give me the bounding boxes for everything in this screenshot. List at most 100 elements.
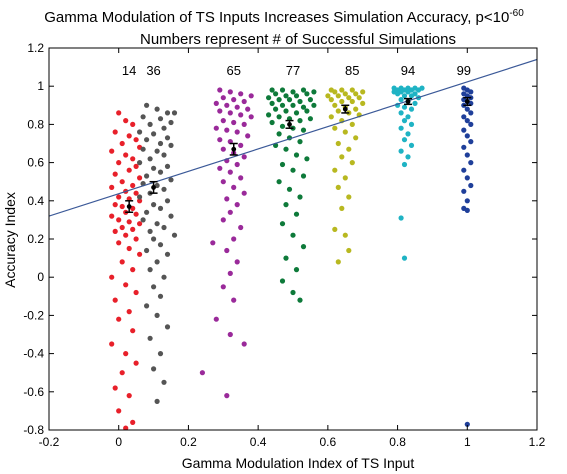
data-point-s3-46: [293, 211, 300, 217]
data-point-s3-4: [311, 89, 317, 95]
data-point-s4-1: [339, 87, 345, 93]
mean-marker-5: [405, 99, 411, 104]
x-tick-label-5: 0.8: [389, 435, 406, 449]
data-point-s0-38: [116, 240, 122, 246]
data-point-s2-18: [213, 125, 219, 131]
data-point-s1-50: [164, 324, 171, 330]
data-point-s5-22: [408, 106, 415, 112]
chart-title: Gamma Modulation of TS Inputs Increases …: [44, 8, 524, 26]
data-point-s0-3: [112, 129, 118, 135]
data-point-s3-1: [279, 87, 286, 93]
mean-marker-4: [342, 106, 348, 112]
data-point-s2-24: [238, 142, 244, 148]
data-point-s2-47: [213, 316, 219, 322]
data-point-s1-15: [154, 148, 160, 154]
data-point-s4-17: [353, 106, 359, 112]
data-point-s0-8: [109, 148, 115, 154]
data-point-s3-21: [293, 110, 300, 116]
data-point-s4-39: [346, 247, 352, 254]
data-point-s0-56: [116, 408, 122, 414]
data-point-s1-56: [171, 110, 178, 116]
data-point-s6-21: [461, 167, 467, 173]
data-point-s6-17: [468, 139, 474, 145]
data-point-s3-24: [276, 114, 282, 120]
data-point-s2-51: [224, 393, 230, 399]
count-label-1: 36: [146, 63, 160, 78]
data-point-s0-28: [133, 211, 139, 217]
data-point-s2-48: [227, 331, 233, 338]
data-point-s6-10: [464, 106, 470, 112]
data-point-s0-0: [116, 110, 122, 116]
data-point-s0-47: [126, 309, 132, 315]
data-point-s5-28: [405, 131, 411, 137]
data-point-s1-26: [161, 186, 167, 192]
data-point-s4-27: [335, 140, 341, 147]
data-point-s2-0: [217, 87, 223, 93]
data-point-s5-34: [398, 215, 404, 221]
data-point-s0-36: [123, 232, 129, 238]
data-point-s0-2: [130, 121, 136, 127]
y-tick-label-9: 1: [37, 79, 44, 93]
data-point-s3-40: [290, 167, 296, 173]
data-point-s3-27: [307, 116, 313, 122]
data-point-s1-43: [154, 259, 160, 265]
x-tick-label-7: 1.2: [529, 435, 546, 449]
data-point-s0-39: [126, 245, 132, 252]
data-point-s3-49: [300, 244, 307, 250]
data-point-s0-14: [112, 171, 118, 177]
y-tick-label-8: 0.8: [27, 117, 44, 131]
count-label-5: 94: [401, 63, 415, 78]
y-axis-label: Accuracy Index: [2, 192, 18, 288]
data-point-s1-0: [144, 102, 150, 108]
data-point-s0-35: [112, 228, 118, 234]
data-point-s0-17: [130, 182, 136, 189]
data-point-s3-37: [293, 152, 300, 158]
data-point-s5-25: [401, 118, 408, 124]
data-point-s0-45: [133, 289, 139, 296]
data-point-s0-46: [112, 297, 118, 303]
data-point-s0-43: [109, 274, 115, 280]
mean-marker-6: [464, 99, 470, 104]
data-point-s2-45: [220, 284, 226, 290]
data-point-s2-30: [217, 165, 223, 171]
data-point-s2-6: [241, 98, 247, 105]
data-point-s5-35: [401, 255, 408, 261]
data-point-s6-11: [468, 110, 474, 116]
y-tick-label-5: 0.2: [27, 232, 44, 246]
data-point-s4-8: [335, 93, 341, 99]
data-point-s4-28: [346, 146, 352, 152]
data-point-s1-28: [137, 194, 143, 200]
data-point-s4-30: [349, 160, 355, 166]
data-point-s6-18: [461, 144, 467, 150]
count-label-4: 85: [345, 63, 359, 78]
data-point-s4-4: [332, 89, 338, 95]
data-point-s0-42: [130, 267, 136, 273]
data-point-s1-42: [164, 251, 171, 257]
data-point-s0-16: [119, 179, 125, 185]
x-tick-label-4: 0.6: [320, 435, 337, 449]
data-point-s4-21: [328, 114, 334, 120]
data-point-s0-18: [109, 184, 115, 190]
data-point-s1-41: [144, 247, 150, 254]
data-point-s1-4: [157, 116, 164, 122]
data-point-s2-37: [234, 202, 240, 208]
data-point-s1-6: [147, 121, 153, 127]
data-point-s2-1: [227, 89, 233, 95]
data-point-s1-52: [157, 351, 164, 357]
y-tick-label-0: -0.8: [23, 423, 44, 437]
data-point-s2-13: [238, 112, 244, 118]
points-group: [109, 85, 474, 430]
data-point-s1-7: [161, 125, 167, 131]
data-point-s1-46: [151, 284, 157, 290]
data-point-s2-11: [217, 108, 223, 114]
trend-line: [49, 58, 537, 217]
data-point-s3-13: [307, 97, 313, 103]
data-point-s6-16: [464, 133, 470, 139]
data-point-s5-11: [405, 89, 411, 95]
data-point-s1-37: [147, 228, 153, 234]
data-point-s1-47: [157, 293, 164, 299]
data-point-s4-5: [342, 91, 348, 97]
data-point-s1-14: [140, 146, 146, 152]
data-point-s2-21: [245, 133, 251, 139]
